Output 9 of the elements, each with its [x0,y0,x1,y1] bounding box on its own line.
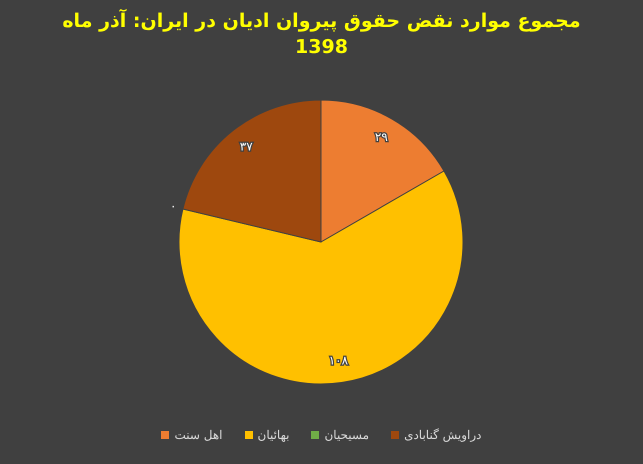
data-label: ۱۰۸ [328,354,349,368]
legend-label: دراویش گنابادی [404,428,482,442]
data-label: ۳۷ [240,140,254,154]
legend-label: اهل سنت [174,428,222,442]
legend-label: بهائیان [258,428,290,442]
chart-title: مجموع موارد نقض حقوق پیروان ادیان در ایران: آذر ماه 1398 [61,8,582,60]
data-label: ۲۹ [374,130,388,144]
legend-label: مسیحیان [324,428,370,442]
text: ۰ [170,198,176,213]
